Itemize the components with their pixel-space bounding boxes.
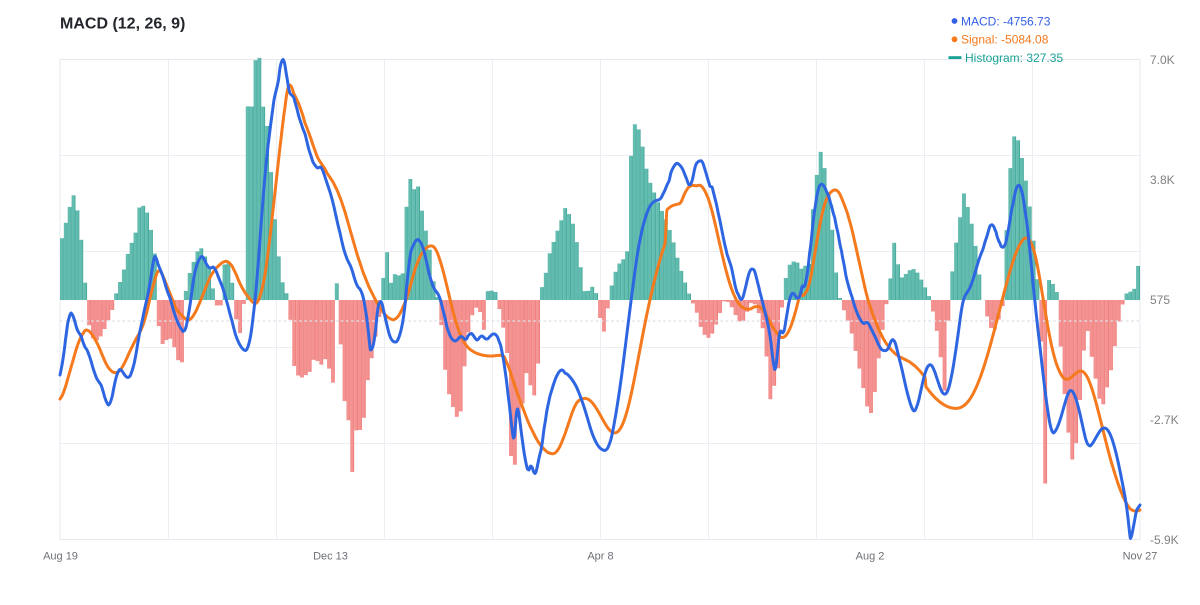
svg-text:7.0K: 7.0K (1150, 53, 1175, 67)
svg-text:Dec 13: Dec 13 (313, 551, 348, 563)
svg-text:MACD: -4756.73: MACD: -4756.73 (961, 14, 1051, 28)
svg-text:Aug 19: Aug 19 (43, 551, 78, 563)
svg-text:MACD (12, 26, 9): MACD (12, 26, 9) (60, 16, 185, 33)
svg-text:-2.7K: -2.7K (1150, 413, 1179, 427)
svg-text:-5.9K: -5.9K (1150, 533, 1179, 547)
svg-text:Histogram: 327.35: Histogram: 327.35 (965, 51, 1063, 65)
svg-text:Aug 2: Aug 2 (856, 551, 885, 563)
svg-text:Signal: -5084.08: Signal: -5084.08 (961, 33, 1049, 47)
svg-text:Apr 8: Apr 8 (587, 551, 613, 563)
svg-text:Nov 27: Nov 27 (1123, 551, 1158, 563)
svg-text:575: 575 (1150, 293, 1170, 307)
svg-text:3.8K: 3.8K (1150, 173, 1175, 187)
